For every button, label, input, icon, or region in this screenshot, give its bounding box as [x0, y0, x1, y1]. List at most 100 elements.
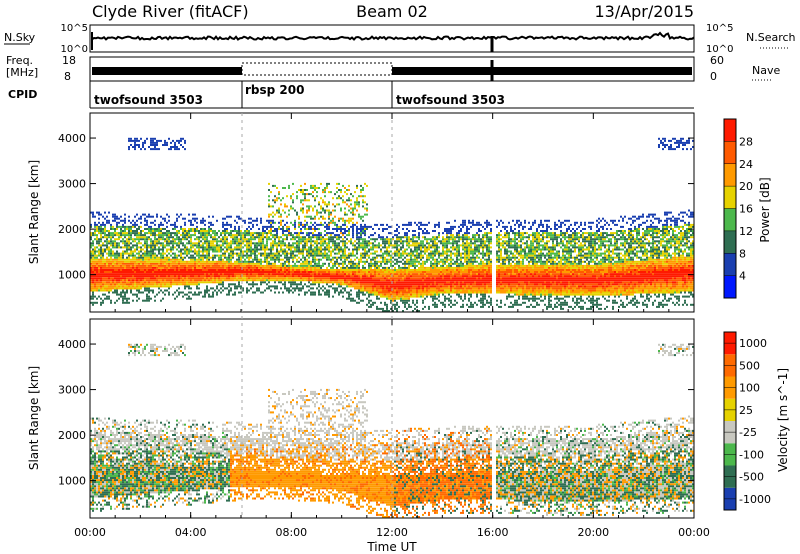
power-cell [182, 256, 184, 259]
power-cell [378, 236, 380, 239]
power-cell [166, 230, 168, 232]
power-cell [312, 283, 314, 286]
power-cell [338, 273, 340, 276]
power-cell [368, 291, 370, 294]
power-cell [386, 252, 388, 255]
power-cell [338, 217, 340, 220]
power-cell [158, 223, 160, 226]
power-cell [106, 219, 108, 222]
power-cell [404, 248, 406, 251]
power-cell [210, 223, 212, 226]
power-cell [100, 301, 102, 304]
power-cell [194, 232, 196, 235]
power-cell [308, 273, 310, 276]
power-cell [308, 264, 310, 267]
power-cell [100, 248, 102, 251]
power-cell [282, 232, 284, 235]
power-cell [186, 266, 188, 269]
power-cell [386, 240, 388, 243]
power-cell [184, 281, 186, 284]
freq-label-line2: [MHz] [6, 66, 38, 79]
power-cell [182, 271, 184, 273]
power-cell [390, 264, 392, 267]
power-cell [292, 236, 294, 239]
power-cell [354, 264, 356, 267]
power-cell [220, 260, 222, 263]
power-cell [400, 293, 402, 296]
power-cell [178, 244, 180, 247]
power-cell [360, 273, 362, 276]
power-cell [178, 250, 180, 253]
power-cell [154, 262, 156, 265]
power-cell [140, 273, 142, 276]
power-cell [378, 281, 380, 284]
power-cell [288, 213, 290, 216]
power-cell [318, 281, 320, 284]
power-cell [382, 246, 384, 249]
power-cell [408, 238, 410, 241]
power-cell [396, 240, 398, 243]
power-cell [192, 260, 194, 263]
power-cell [246, 289, 248, 292]
power-cell [370, 242, 372, 245]
power-cell [364, 213, 366, 216]
power-cell [364, 281, 366, 284]
power-cell [370, 238, 372, 241]
power-cell [318, 289, 320, 292]
power-cell [174, 281, 176, 284]
power-cell [358, 201, 360, 204]
power-cell [252, 219, 254, 222]
power-cell [162, 277, 164, 280]
power-cell [270, 258, 272, 261]
power-cell [386, 277, 388, 280]
power-cell [172, 240, 174, 243]
power-cell [202, 264, 204, 267]
power-cell [106, 262, 108, 265]
power-cell [134, 279, 136, 282]
power-cell [236, 215, 238, 218]
power-cell [170, 240, 172, 243]
power-cell [120, 230, 122, 232]
power-cell [190, 297, 192, 300]
power-cell [402, 310, 404, 312]
power-cell [340, 246, 342, 249]
power-cell [256, 273, 258, 276]
power-cell [250, 283, 252, 286]
power-cell [136, 285, 138, 288]
power-cell [220, 271, 222, 273]
power-cell [300, 277, 302, 280]
power-cell [128, 277, 130, 280]
power-cell [172, 246, 174, 249]
power-cell [204, 266, 206, 269]
power-cell [342, 262, 344, 265]
power-cell [194, 260, 196, 263]
power-cell [340, 289, 342, 292]
power-cell [260, 260, 262, 263]
power-cell [188, 271, 190, 273]
power-cell [284, 211, 286, 214]
power-cell [148, 295, 150, 298]
power-cell [216, 279, 218, 282]
power-cell [116, 275, 118, 278]
power-cell [152, 244, 154, 247]
power-cell [392, 275, 394, 278]
power-cell [198, 240, 200, 243]
power-cell [342, 260, 344, 263]
power-cell [408, 258, 410, 261]
power-cell [412, 310, 414, 312]
power-cell [242, 279, 244, 282]
power-cell [350, 264, 352, 267]
power-cell [132, 277, 134, 280]
power-cell [376, 264, 378, 267]
power-cell [276, 242, 278, 245]
nave-rbsp-box [241, 62, 393, 76]
power-cell [204, 281, 206, 284]
power-cell [196, 246, 198, 249]
power-cell [282, 244, 284, 247]
power-cell [388, 240, 390, 243]
power-cell [118, 221, 120, 224]
power-cell [140, 269, 142, 271]
power-cell [306, 228, 308, 230]
power-cell [292, 199, 294, 202]
power-cell [320, 240, 322, 243]
